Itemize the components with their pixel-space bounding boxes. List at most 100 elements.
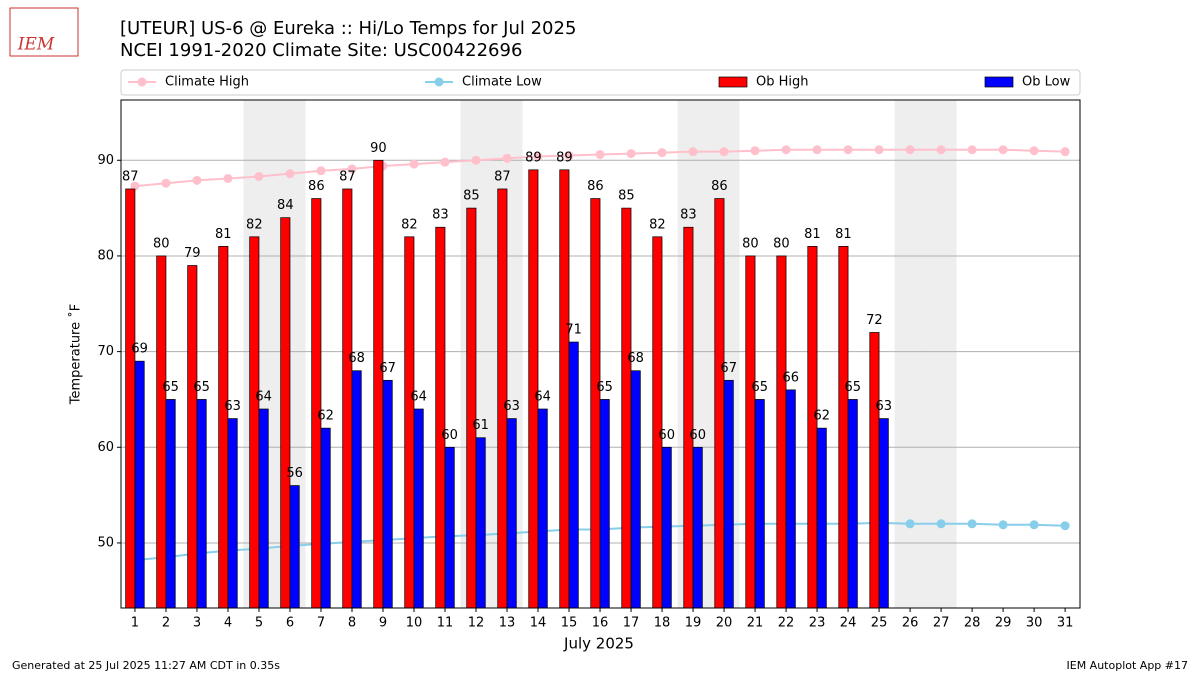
bar-label: 62 bbox=[317, 409, 334, 424]
bar bbox=[165, 399, 176, 609]
x-tick-label: 16 bbox=[592, 616, 609, 631]
bar bbox=[754, 399, 765, 609]
bar bbox=[559, 169, 570, 609]
bar-label: 82 bbox=[401, 217, 418, 232]
line-point bbox=[1029, 146, 1039, 156]
bar-label: 63 bbox=[503, 399, 520, 414]
x-tick-label: 12 bbox=[468, 616, 485, 631]
bar bbox=[590, 198, 601, 609]
line-point bbox=[750, 146, 760, 156]
bar-label: 81 bbox=[835, 227, 852, 242]
bar bbox=[435, 226, 446, 609]
bar-label: 65 bbox=[596, 380, 613, 395]
plot-frame bbox=[120, 99, 1081, 609]
x-tick-label: 3 bbox=[193, 616, 201, 631]
logo: IEM bbox=[17, 35, 55, 55]
line-point bbox=[967, 519, 977, 529]
line-point bbox=[161, 178, 171, 188]
line-point bbox=[967, 145, 977, 155]
bar-label: 64 bbox=[255, 390, 272, 405]
bar-label: 87 bbox=[494, 169, 511, 184]
bar-label: 64 bbox=[534, 390, 551, 405]
line-point bbox=[998, 145, 1008, 155]
line-point bbox=[1060, 521, 1070, 531]
bar-label: 68 bbox=[348, 351, 365, 366]
x-tick-label: 7 bbox=[317, 616, 325, 631]
line-point bbox=[223, 173, 233, 183]
bar-label: 66 bbox=[782, 370, 799, 385]
bar bbox=[568, 341, 579, 609]
legend-marker bbox=[137, 77, 147, 87]
bar bbox=[311, 198, 322, 609]
chart-title: [UTEUR] US-6 @ Eureka :: Hi/Lo Temps for… bbox=[120, 18, 576, 39]
line-point bbox=[595, 150, 605, 160]
line-point bbox=[316, 166, 326, 176]
bar bbox=[816, 427, 827, 609]
line-point bbox=[192, 175, 202, 185]
bar-label: 65 bbox=[162, 380, 179, 395]
bar bbox=[714, 198, 725, 609]
legend-marker bbox=[434, 77, 444, 87]
bar bbox=[466, 207, 477, 609]
bar-label: 80 bbox=[742, 236, 759, 251]
x-tick-label: 11 bbox=[437, 616, 454, 631]
line-point bbox=[781, 145, 791, 155]
line-point bbox=[502, 153, 512, 163]
legend-swatch bbox=[984, 76, 1014, 88]
bar bbox=[404, 236, 415, 609]
x-tick-label: 23 bbox=[809, 616, 826, 631]
x-tick-label: 14 bbox=[530, 616, 547, 631]
bar-label: 86 bbox=[308, 179, 325, 194]
x-tick-label: 20 bbox=[716, 616, 733, 631]
bar-label: 80 bbox=[153, 236, 170, 251]
bar bbox=[134, 360, 145, 609]
bar bbox=[373, 159, 384, 609]
bar bbox=[776, 255, 787, 609]
bar-label: 87 bbox=[339, 169, 356, 184]
line-point bbox=[1029, 520, 1039, 530]
bar-label: 68 bbox=[627, 351, 644, 366]
y-tick-label: 80 bbox=[97, 248, 114, 263]
line-point bbox=[998, 520, 1008, 530]
highlight-band bbox=[925, 100, 957, 608]
bar bbox=[187, 265, 198, 609]
bar-label: 80 bbox=[773, 236, 790, 251]
x-axis-label: July 2025 bbox=[563, 635, 634, 653]
bar-label: 60 bbox=[689, 428, 706, 443]
bar-label: 79 bbox=[184, 246, 201, 261]
bar bbox=[652, 236, 663, 609]
bar-label: 87 bbox=[122, 169, 139, 184]
bar-label: 82 bbox=[246, 217, 263, 232]
y-tick-label: 90 bbox=[97, 153, 114, 168]
bar-label: 82 bbox=[649, 217, 666, 232]
bar-label: 89 bbox=[556, 150, 573, 165]
x-tick-label: 28 bbox=[964, 616, 981, 631]
y-tick-label: 50 bbox=[97, 535, 114, 550]
bar bbox=[351, 370, 362, 609]
bar bbox=[683, 226, 694, 609]
line-point bbox=[843, 145, 853, 155]
bar bbox=[506, 418, 517, 609]
bar bbox=[745, 255, 756, 609]
x-tick-label: 21 bbox=[747, 616, 764, 631]
bar bbox=[807, 246, 818, 609]
bar bbox=[382, 379, 393, 609]
bar bbox=[258, 408, 269, 609]
bar-label: 56 bbox=[286, 466, 303, 481]
line-point bbox=[905, 145, 915, 155]
x-tick-label: 4 bbox=[224, 616, 232, 631]
bar bbox=[249, 236, 260, 609]
bar-label: 65 bbox=[193, 380, 210, 395]
bar bbox=[723, 379, 734, 609]
y-tick-label: 70 bbox=[97, 344, 114, 359]
bar bbox=[289, 485, 300, 609]
x-tick-label: 29 bbox=[995, 616, 1012, 631]
bar bbox=[125, 188, 136, 609]
bar-label: 63 bbox=[224, 399, 241, 414]
bar-label: 83 bbox=[680, 208, 697, 223]
bar bbox=[661, 446, 672, 609]
chart-subtitle: NCEI 1991-2020 Climate Site: USC00422696 bbox=[120, 40, 522, 61]
bar bbox=[475, 437, 486, 609]
bar bbox=[692, 446, 703, 609]
